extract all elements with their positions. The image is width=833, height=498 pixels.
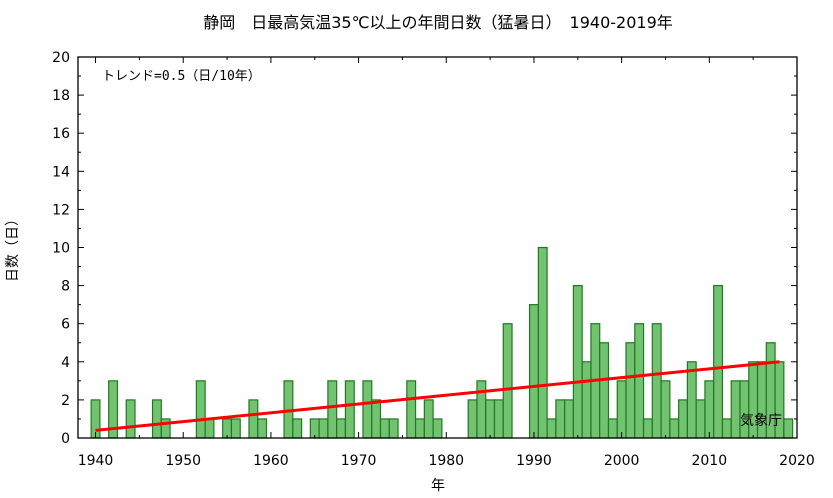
- bar: [713, 285, 724, 439]
- y-axis-label: 日数（日）: [5, 212, 21, 282]
- bar: [572, 285, 583, 439]
- y-tick-label: 4: [61, 355, 70, 371]
- x-tick-label: 1940: [78, 453, 114, 469]
- bar: [721, 418, 732, 439]
- y-tick-label: 18: [52, 88, 70, 104]
- bar: [493, 399, 504, 439]
- bar: [537, 246, 548, 439]
- bar: [327, 380, 338, 439]
- bar: [669, 418, 680, 439]
- bar: [423, 399, 434, 439]
- bar: [502, 323, 513, 439]
- bar: [678, 399, 688, 439]
- y-axis: 0 2 4 6 8 10 12 14 16 18 20: [52, 50, 797, 447]
- y-tick-label: 2: [61, 393, 70, 409]
- y-tick-label: 14: [52, 164, 70, 180]
- bar: [432, 418, 443, 439]
- bar: [704, 380, 715, 439]
- bar: [528, 304, 539, 439]
- bar: [257, 418, 268, 439]
- bar: [406, 380, 417, 439]
- y-tick-label: 20: [52, 50, 70, 66]
- bar: [467, 399, 478, 439]
- bar: [599, 342, 610, 439]
- bar: [625, 342, 636, 439]
- x-axis: 1940 1950 1960 1970 1980 1990 2000 2010 2020: [78, 57, 815, 469]
- bar: [362, 380, 373, 439]
- y-tick-label: 0: [61, 431, 70, 447]
- x-axis-label: 年: [431, 478, 445, 494]
- y-tick-label: 6: [61, 317, 70, 333]
- bar: [248, 399, 259, 439]
- bar: [634, 323, 645, 439]
- bar: [739, 380, 750, 439]
- bar: [379, 418, 390, 439]
- bar: [125, 399, 136, 439]
- credit-label: 気象庁: [740, 413, 782, 429]
- bar: [642, 418, 653, 439]
- bar: [336, 418, 347, 439]
- y-tick-label: 10: [52, 241, 70, 257]
- y-tick-label: 8: [61, 279, 70, 295]
- x-tick-label: 2000: [604, 453, 640, 469]
- bar: [607, 418, 618, 439]
- y-tick-label: 12: [52, 202, 70, 218]
- bar: [783, 418, 794, 439]
- x-tick-label: 1990: [516, 453, 552, 469]
- bars: [90, 246, 794, 439]
- bar: [292, 418, 303, 439]
- bar: [651, 323, 662, 439]
- x-tick-label: 1950: [165, 453, 201, 469]
- bar: [151, 399, 162, 439]
- bar: [546, 418, 557, 439]
- bar: [476, 380, 487, 439]
- bar: [318, 418, 329, 439]
- x-tick-label: 2020: [779, 453, 815, 469]
- bar: [204, 418, 215, 439]
- bar: [660, 380, 671, 439]
- bar: [195, 380, 206, 439]
- bar: [344, 380, 355, 439]
- bar: [388, 418, 399, 439]
- bar: [686, 361, 697, 439]
- trend-line: [95, 360, 780, 432]
- bar: [581, 361, 592, 439]
- bar: [414, 418, 425, 439]
- bar: [555, 399, 566, 439]
- bar: [485, 399, 496, 439]
- y-tick-label: 16: [52, 126, 70, 142]
- x-tick-label: 1970: [341, 453, 377, 469]
- x-tick-label: 1980: [428, 453, 464, 469]
- bar: [564, 399, 575, 439]
- plot-area: 0 2 4 6 8 10 12 14 16 18 20 1940 1950 1960 1970 1980 199…: [52, 50, 815, 469]
- bar: [371, 399, 382, 439]
- x-tick-label: 2010: [691, 453, 727, 469]
- x-tick-label: 1960: [253, 453, 289, 469]
- chart-title: 静岡 日最高気温35℃以上の年間日数（猛暑日） 1940-2019年: [203, 13, 673, 32]
- trend-annotation: トレンド=0.5（日/10年）: [102, 69, 261, 84]
- bar: [616, 380, 627, 439]
- bar: [230, 418, 241, 439]
- bar: [730, 380, 741, 439]
- bar: [695, 399, 706, 439]
